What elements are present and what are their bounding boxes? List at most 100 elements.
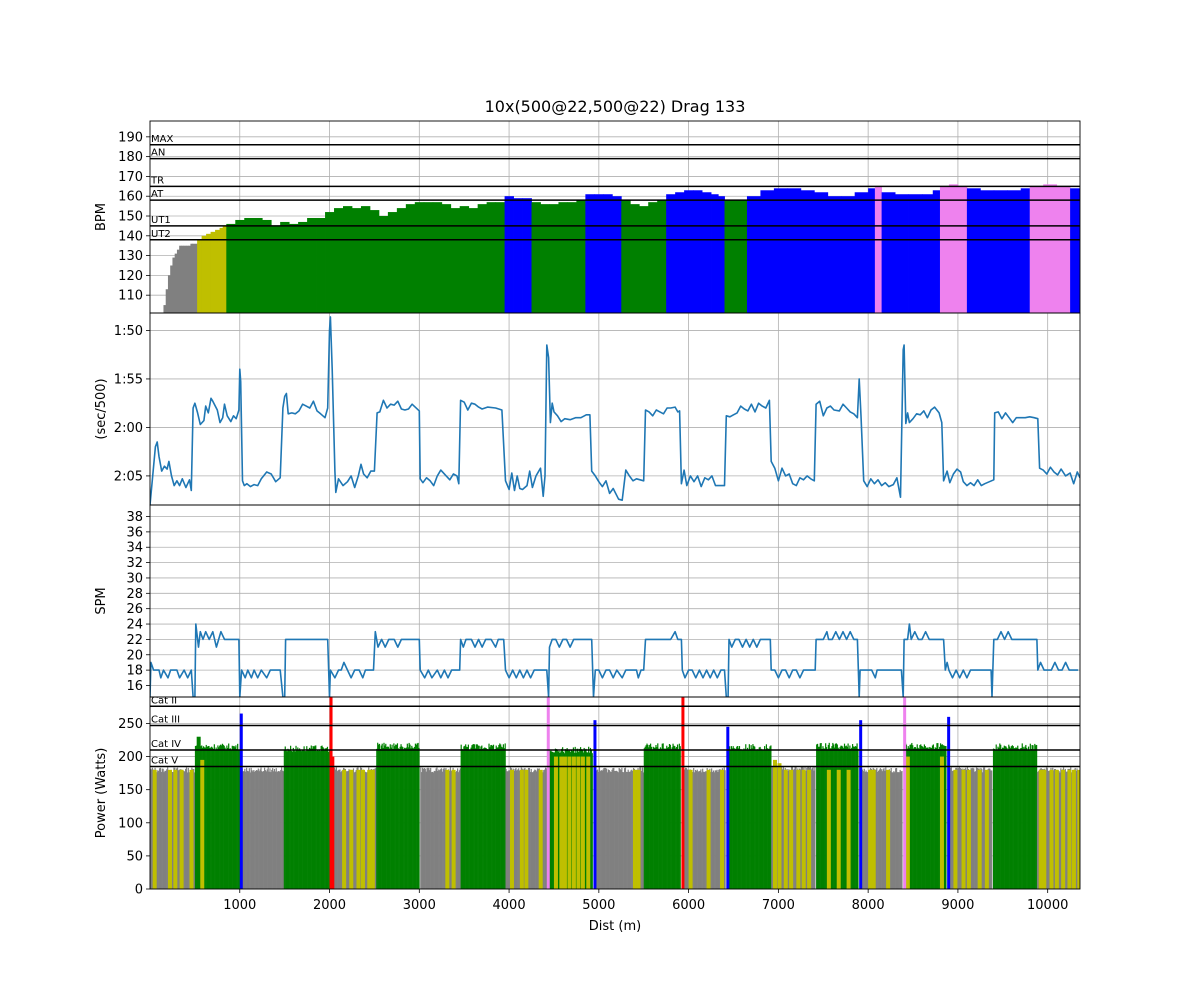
power-bar	[913, 747, 916, 889]
power-bar	[399, 746, 401, 889]
power-bar	[527, 767, 530, 889]
power-bar	[288, 749, 290, 889]
power-bar	[909, 744, 911, 889]
power-bar	[1031, 745, 1033, 889]
power-bar	[611, 769, 613, 889]
power-bar	[866, 771, 868, 889]
power-bar	[845, 745, 847, 889]
power-bar	[871, 769, 876, 889]
power-bar	[423, 768, 425, 889]
power-bar	[1019, 748, 1022, 889]
power-bar	[187, 767, 189, 889]
power-bar	[393, 743, 395, 889]
power-bar	[377, 742, 379, 889]
hr-bar	[201, 235, 207, 313]
power-bar	[585, 748, 587, 889]
power-bar	[1028, 749, 1031, 889]
power-bar	[349, 769, 354, 889]
power-bar	[422, 768, 425, 889]
power-bar	[391, 744, 393, 889]
power-bar	[715, 770, 717, 889]
power-bar	[204, 747, 206, 889]
power-bar	[1036, 772, 1039, 889]
power-spike	[329, 697, 333, 889]
power-bar	[931, 745, 934, 889]
power-bar	[724, 770, 726, 889]
x-tick-label: 5000	[582, 898, 615, 913]
power-bar	[475, 744, 478, 889]
power-bar	[972, 767, 974, 889]
hr-bar	[219, 227, 224, 313]
power-bar	[243, 771, 245, 889]
power-bar	[370, 769, 375, 889]
power-bar	[307, 749, 309, 889]
power-bar	[929, 746, 931, 889]
power-bar	[814, 766, 816, 889]
power-bar	[694, 769, 697, 889]
power-spike	[331, 756, 335, 889]
power-bar	[806, 767, 808, 889]
power-bar	[994, 749, 996, 889]
power-bar	[205, 744, 207, 889]
power-bar	[755, 749, 757, 889]
power-bar	[671, 747, 673, 889]
power-bar	[478, 745, 480, 889]
power-bar	[283, 749, 285, 889]
power-bar	[448, 770, 451, 889]
power-bar	[665, 748, 667, 889]
power-bar	[624, 767, 627, 889]
power-bar	[244, 768, 246, 889]
power-bar	[267, 767, 269, 889]
power-bar	[752, 744, 754, 889]
power-bar	[826, 769, 831, 889]
hr-bar	[423, 202, 434, 313]
power-bar	[439, 770, 441, 889]
power-bar	[286, 751, 288, 889]
power-bar	[930, 747, 932, 889]
power-bar	[347, 771, 349, 889]
power-bar	[924, 745, 926, 889]
power-bar	[430, 767, 432, 889]
power-bar	[1032, 745, 1034, 889]
power-bar	[214, 749, 216, 889]
power-bar	[312, 745, 314, 889]
power-bar	[306, 746, 308, 889]
power-bar	[713, 772, 715, 889]
hr-bar	[621, 200, 631, 313]
hr-bar	[316, 217, 326, 313]
hr-bar	[567, 202, 577, 313]
power-bar	[268, 771, 270, 889]
power-bar	[485, 748, 487, 889]
power-bar	[654, 747, 656, 889]
power-bar	[733, 747, 735, 889]
hr-bar	[343, 206, 353, 313]
power-bar	[817, 746, 820, 889]
power-bar	[258, 771, 260, 889]
power-bar	[649, 744, 651, 889]
power-bar	[732, 746, 734, 889]
power-spike	[681, 697, 685, 889]
power-bar	[921, 745, 923, 889]
power-bar	[640, 767, 642, 889]
power-bar	[450, 770, 452, 889]
power-bar	[1009, 748, 1012, 889]
power-bar	[919, 745, 921, 889]
power-bar	[765, 744, 768, 889]
power-bar	[667, 747, 670, 889]
power-bar	[1047, 770, 1049, 889]
hr-bar	[993, 190, 1008, 313]
power-bar	[820, 742, 822, 889]
power-bar	[162, 768, 164, 889]
power-bar	[669, 744, 671, 889]
power-bar	[1048, 770, 1050, 889]
power-bar	[925, 747, 927, 889]
power-bar	[437, 770, 439, 889]
y-tick-label: 50	[126, 849, 143, 864]
zone-label: UT1	[151, 215, 171, 226]
power-bar	[381, 743, 383, 889]
power-bar	[383, 742, 385, 889]
power-bar	[230, 749, 232, 889]
hr-bar	[939, 186, 950, 313]
hr-bar	[163, 305, 167, 313]
power-bar	[232, 746, 234, 889]
